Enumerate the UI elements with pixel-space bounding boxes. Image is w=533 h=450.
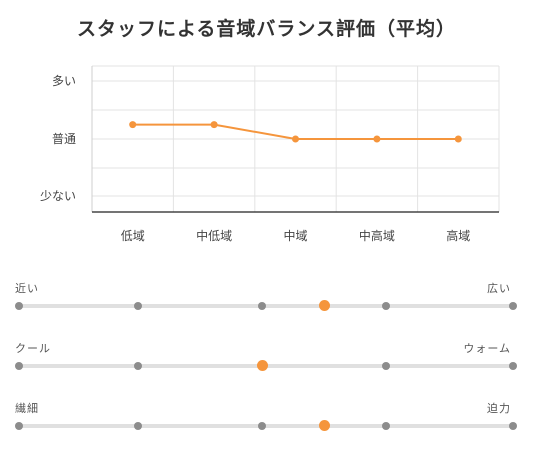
- slider-temperature-right-label: ウォーム: [463, 342, 511, 355]
- y-tick-label: 少ない: [40, 189, 76, 203]
- slider-step-dot: [15, 422, 23, 430]
- chart-title: スタッフによる音域バランス評価（平均）: [76, 18, 457, 40]
- slider-step-dot: [15, 362, 23, 370]
- slider-value-marker: [256, 360, 268, 371]
- data-point: [454, 135, 462, 143]
- x-tick-label: 中域: [283, 228, 307, 243]
- x-tick-label: 高域: [446, 228, 470, 243]
- x-tick-label: 中低域: [196, 228, 232, 243]
- x-tick-label: 中高域: [359, 228, 395, 243]
- slider-step-dot: [258, 302, 266, 310]
- slider-step-dot: [134, 362, 142, 370]
- slider-impact-left-label: 繊細: [15, 402, 39, 415]
- slider-value-marker: [318, 420, 330, 431]
- slider-distance-track: [19, 304, 513, 308]
- y-tick-label: 普通: [52, 132, 76, 146]
- slider-step-dot: [382, 422, 390, 430]
- slider-distance-right-label: 広い: [487, 282, 511, 295]
- slider-step-dot: [258, 422, 266, 430]
- slider-step-dot: [382, 362, 390, 370]
- y-tick-label: 多い: [52, 74, 76, 88]
- slider-value-marker: [318, 300, 330, 311]
- slider-step-dot: [134, 422, 142, 430]
- slider-impact-track: [19, 424, 513, 428]
- slider-step-dot: [509, 302, 517, 310]
- slider-impact: 繊細 迫力: [0, 400, 533, 440]
- slider-temperature-left-label: クール: [15, 342, 51, 355]
- x-tick-label: 低域: [121, 229, 145, 243]
- slider-temperature: クール ウォーム: [0, 340, 533, 380]
- slider-step-dot: [509, 362, 517, 370]
- slider-distance-left-label: 近い: [15, 282, 39, 295]
- slider-impact-right-label: 迫力: [487, 402, 511, 415]
- slider-step-dot: [509, 422, 517, 430]
- slider-step-dot: [382, 302, 390, 310]
- data-point: [292, 135, 299, 143]
- slider-distance: 近い 広い: [0, 280, 533, 320]
- data-point: [210, 121, 218, 129]
- slider-step-dot: [134, 302, 142, 310]
- data-point: [129, 121, 137, 129]
- slider-step-dot: [15, 302, 23, 310]
- data-point: [373, 135, 381, 143]
